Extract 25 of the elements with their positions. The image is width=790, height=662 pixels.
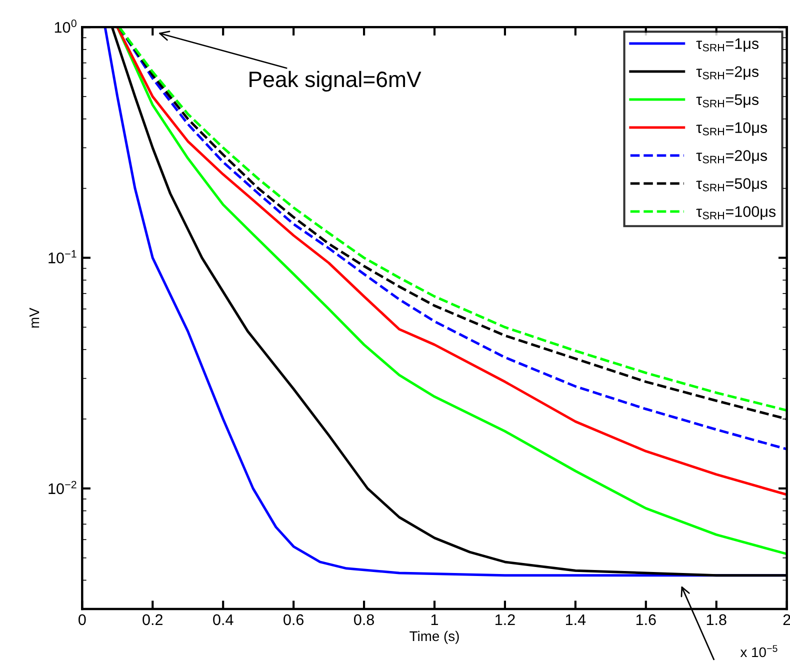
legend-label: τ$_{SRH}$=20μs [696, 150, 768, 164]
legend-label: τ$_{SRH}$=10μs [696, 122, 768, 136]
y-axis-title: mV [30, 308, 40, 328]
x-tick-label: 1 [431, 614, 438, 625]
x-axis-title: Time (s) [410, 630, 459, 644]
x-tick-label: 0 [78, 614, 86, 626]
x-tick-label: 1.4 [566, 614, 586, 625]
x-tick-label: 1.2 [496, 614, 515, 625]
y-tick-label: 10$^{−2}$ [48, 480, 76, 494]
annotation: Peak signal=6mV [250, 70, 422, 92]
legend-label: τ$_{SRH}$=2μs [696, 66, 759, 80]
x-tick-label: 1.8 [706, 614, 726, 626]
x-tick-label: 0.4 [213, 614, 234, 626]
x-tick-label: 2 [783, 614, 790, 625]
legend-label: τ$_{SRH}$=5μs [696, 94, 759, 108]
x-tick-label: 0.6 [284, 614, 304, 626]
legend-label: τ$_{SRH}$=100μs [696, 206, 776, 220]
y-tick-label: 10$^{0}$ [54, 20, 76, 33]
x-tick-label: 1.6 [636, 614, 656, 626]
x-tick-label: 0.2 [142, 614, 162, 626]
legend-label: τ$_{SRH}$=50μs [696, 178, 768, 192]
y-tick-label: 10$^{−1}$ [48, 250, 76, 264]
x-tick-label: 0.8 [354, 614, 374, 626]
text: x 10$^{−5}$ [740, 645, 778, 658]
legend-label: τ$_{SRH}$=1μs [696, 38, 759, 52]
